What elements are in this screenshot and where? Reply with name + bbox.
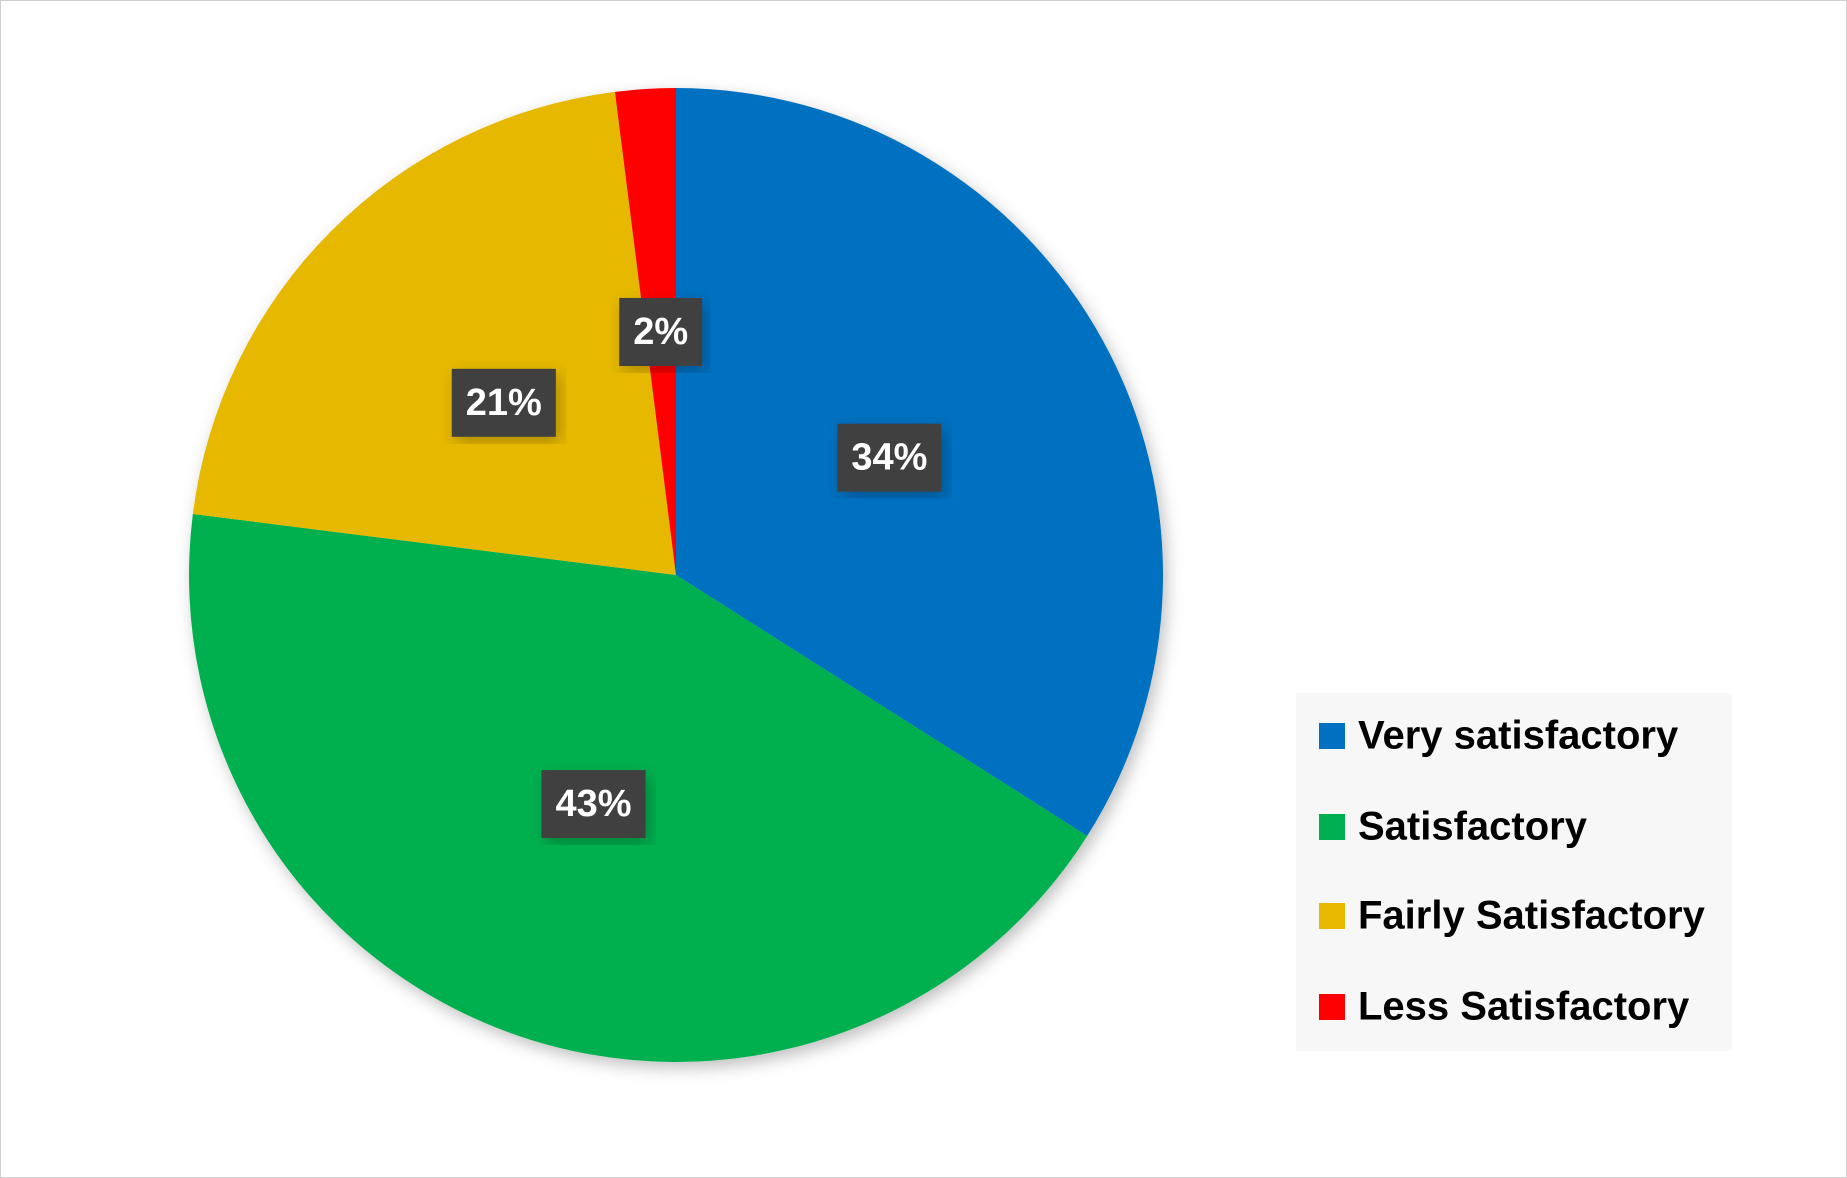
legend-label: Less Satisfactory: [1358, 985, 1690, 1029]
pie-slice: [192, 91, 676, 575]
legend-swatch: [1319, 814, 1345, 840]
legend-label: Fairly Satisfactory: [1358, 894, 1706, 938]
legend-swatch: [1319, 994, 1345, 1020]
legend-box: [1296, 693, 1732, 1051]
legend-label: Very satisfactory: [1358, 714, 1679, 758]
data-label-box: [619, 297, 703, 366]
data-label-box: [451, 368, 556, 437]
data-label: 2%: [633, 311, 688, 353]
legend-swatch: [1319, 903, 1345, 929]
data-label: 21%: [466, 382, 542, 424]
data-label-box: [541, 770, 646, 839]
data-label: 43%: [555, 783, 631, 825]
data-label-box: [837, 423, 942, 492]
legend-label: Satisfactory: [1358, 805, 1588, 849]
legend-swatch: [1319, 723, 1345, 749]
data-label: 34%: [851, 437, 927, 479]
pie: [188, 88, 1163, 1063]
